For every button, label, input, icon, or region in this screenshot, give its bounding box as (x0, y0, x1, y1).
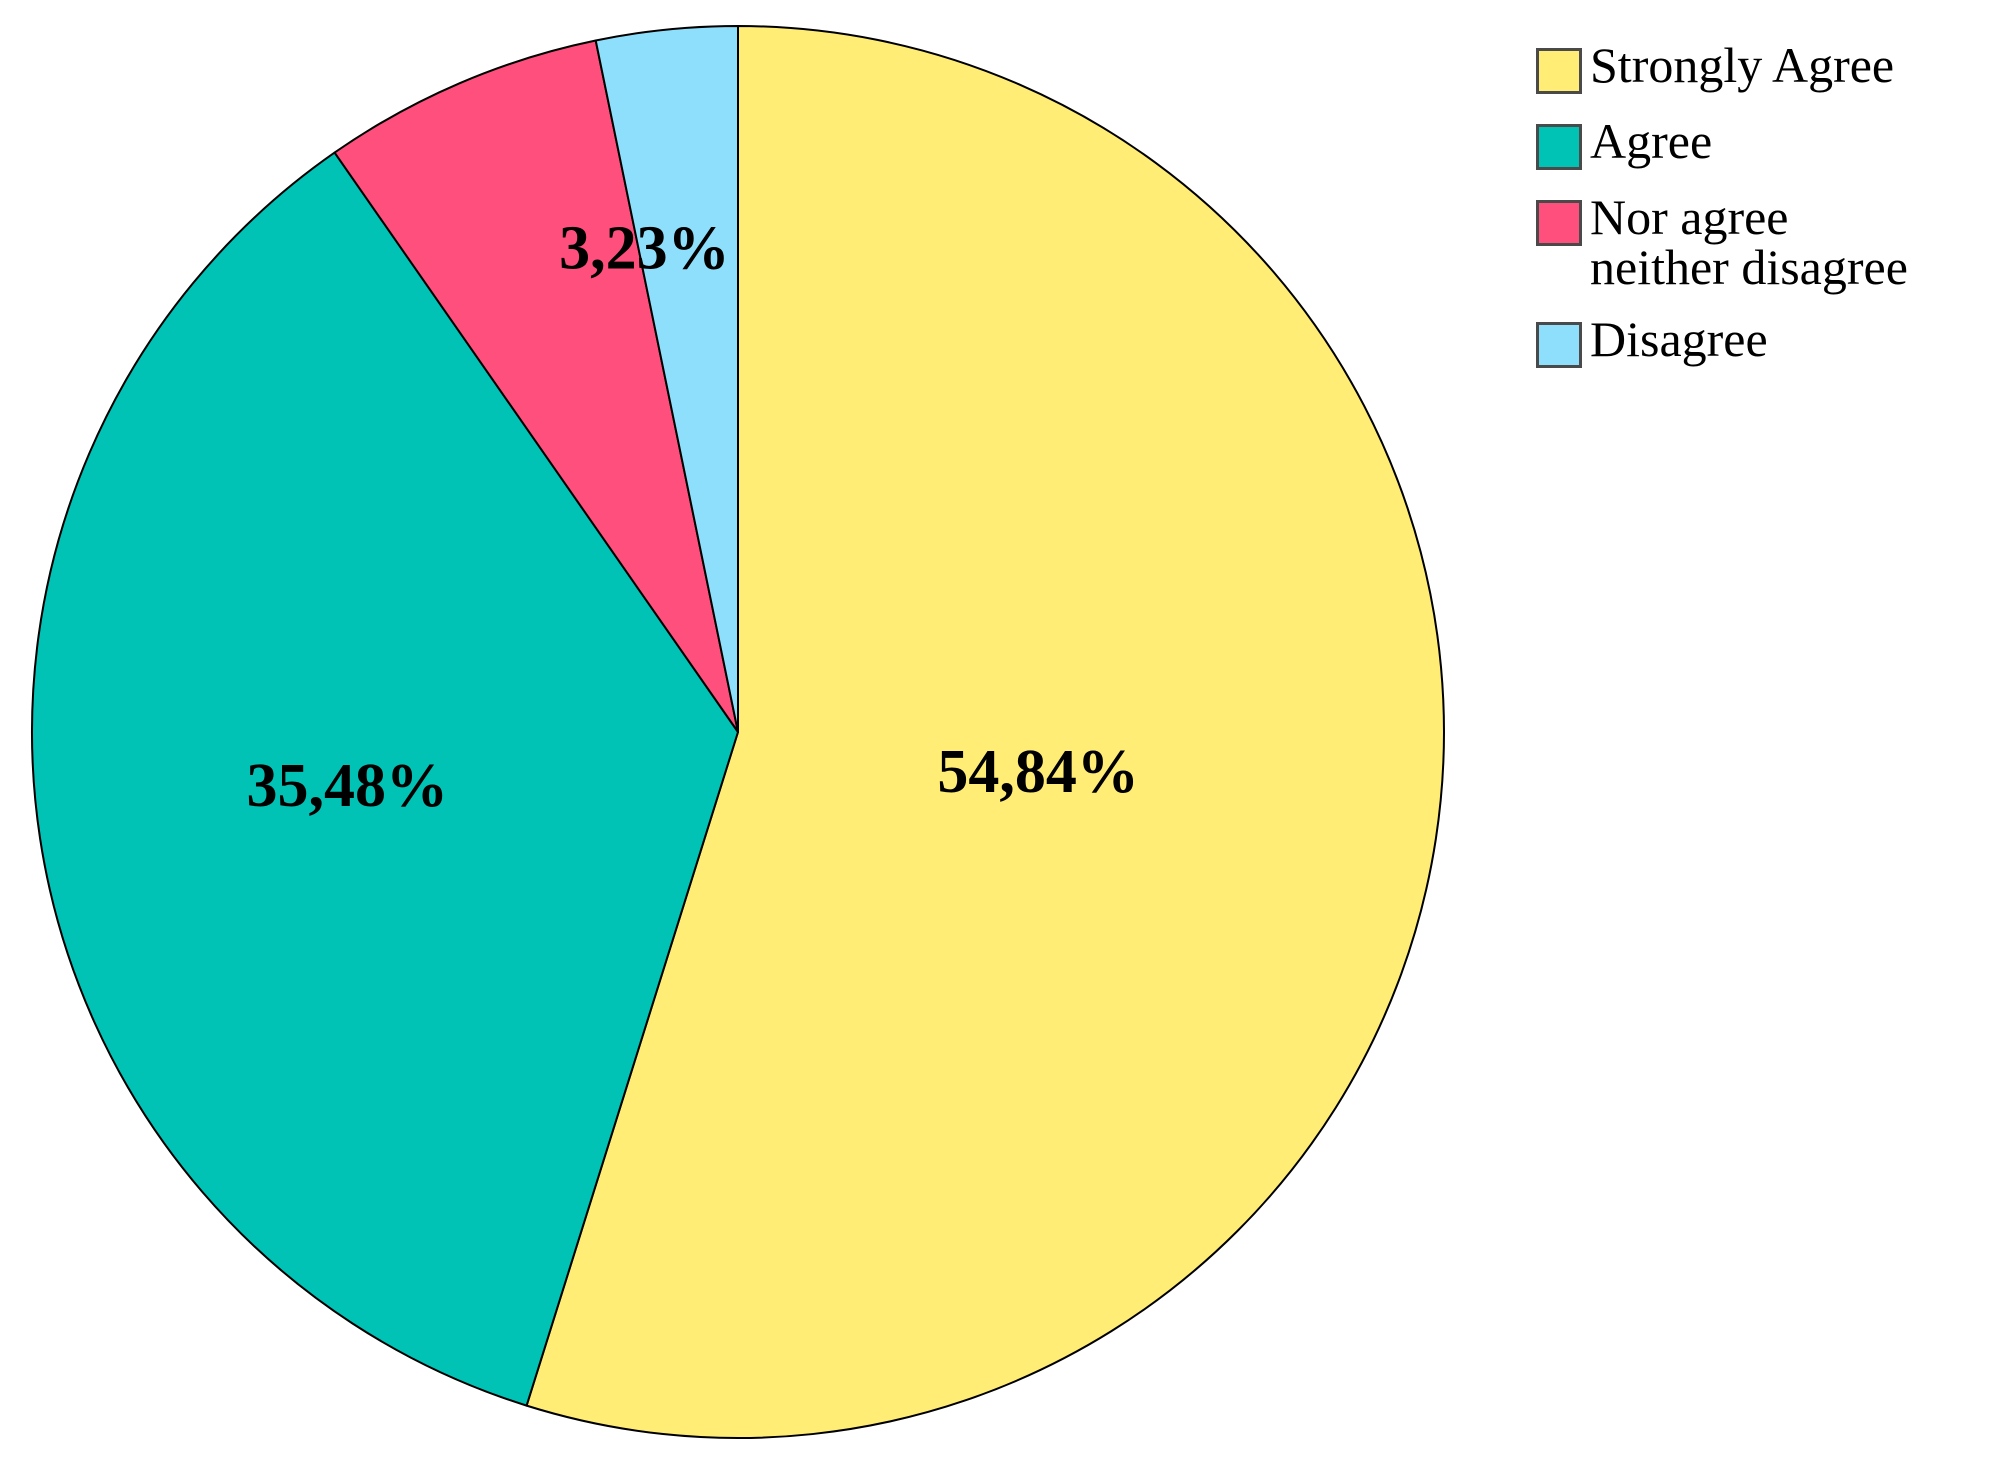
pie-slices (31, 25, 1445, 1439)
legend-item-strongly-agree: Strongly Agree (1536, 40, 1991, 94)
legend-label-agree: Agree (1590, 113, 1713, 169)
legend-item-nor-agree-neither-disagree: Nor agree neither disagree (1536, 192, 1991, 292)
pie-slice-disagree (594, 25, 739, 733)
legend-swatch-agree (1536, 124, 1582, 170)
pie-data-labels: 54,84% 35,48% 3,23% (246, 215, 1138, 821)
legend-swatch-disagree (1536, 322, 1582, 368)
chart-legend: Strongly Agree Agree Nor agree neither d… (1536, 40, 1991, 390)
pie-slice-strongly-agree (525, 25, 1445, 1439)
legend-label-nor-agree-neither-disagree: Nor agree neither disagree (1590, 189, 1908, 295)
legend-item-disagree: Disagree (1536, 314, 1991, 368)
pie-slice-agree (31, 151, 739, 1407)
legend-swatch-strongly-agree (1536, 48, 1582, 94)
legend-swatch-nor-agree-neither-disagree (1536, 200, 1582, 246)
legend-item-agree: Agree (1536, 116, 1991, 170)
legend-label-strongly-agree: Strongly Agree (1590, 37, 1895, 93)
legend-label-disagree: Disagree (1590, 311, 1768, 367)
data-label-disagree: 3,23% (559, 215, 730, 283)
data-label-strongly-agree: 54,84% (937, 738, 1139, 806)
data-label-agree: 35,48% (246, 752, 448, 820)
pie-slice-nor-agree-neither-disagree (333, 39, 739, 733)
